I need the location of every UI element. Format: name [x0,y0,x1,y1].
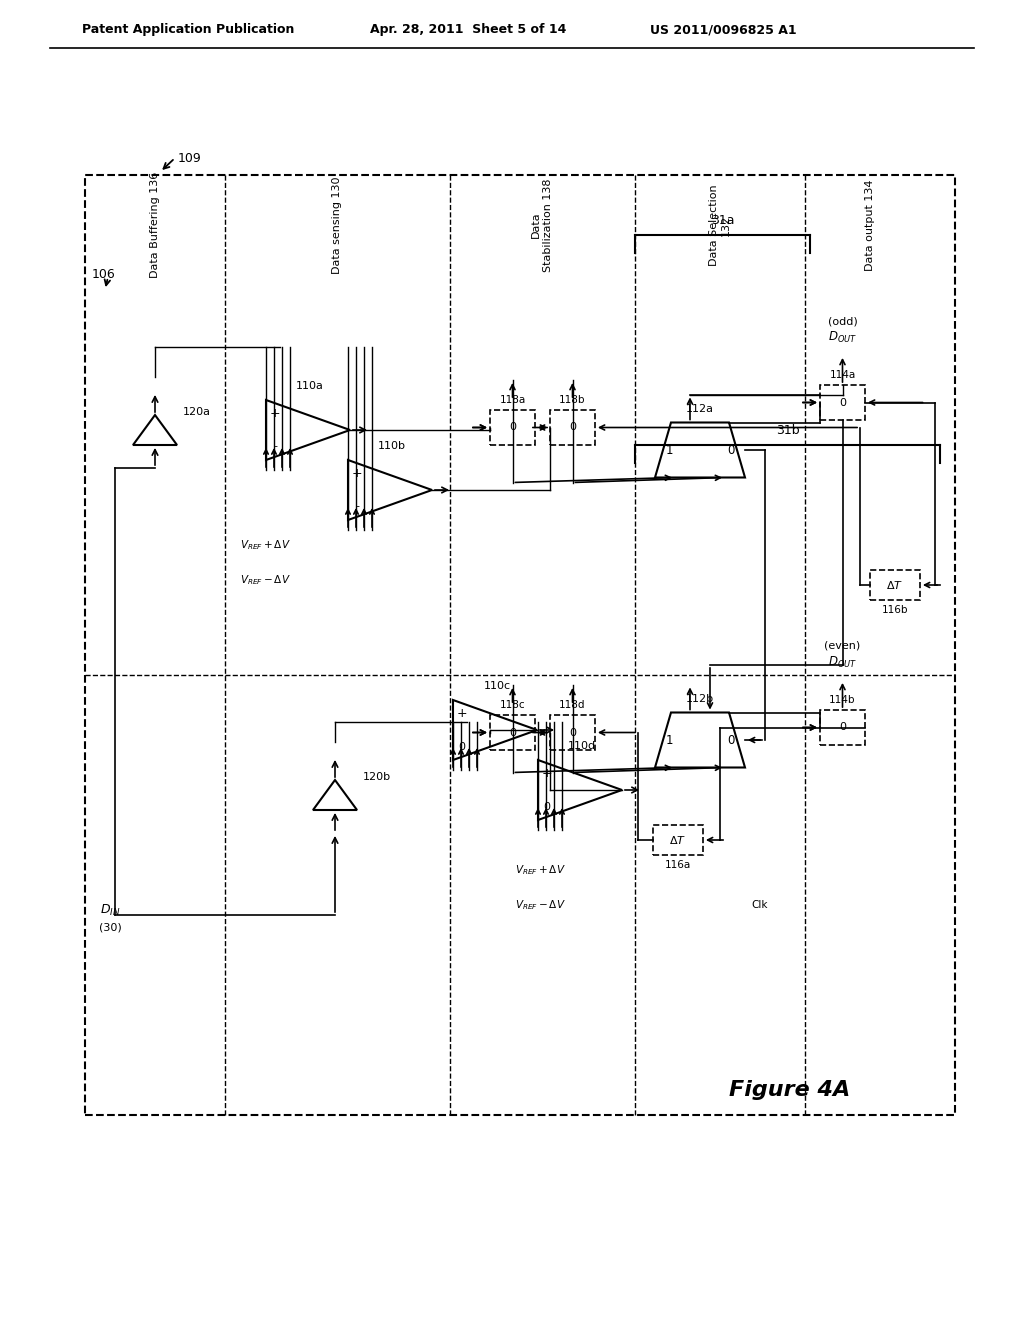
Text: 118a: 118a [500,395,525,405]
Text: Data sensing 130: Data sensing 130 [332,177,342,273]
Text: 116b: 116b [882,605,908,615]
Text: -: - [273,441,278,451]
Text: Data Selection
132: Data Selection 132 [710,185,731,265]
Text: $\Delta T$: $\Delta T$ [670,834,686,846]
Text: Data output 134: Data output 134 [865,180,874,271]
Bar [490,411,535,445]
Text: 31b: 31b [776,425,800,437]
Text: 120b: 120b [362,772,391,781]
Text: Data Buffering 136: Data Buffering 136 [150,172,160,279]
Text: $V_{REF}+\Delta V$: $V_{REF}+\Delta V$ [240,539,291,552]
Text: 112b: 112b [686,694,714,705]
Text: 0: 0 [727,734,734,747]
Bar [550,411,595,445]
Text: 0: 0 [839,722,846,733]
Text: 0: 0 [569,727,575,738]
Text: (30): (30) [98,921,122,932]
Text: -: - [355,502,359,511]
Bar [820,710,865,744]
Text: (odd): (odd) [827,315,857,326]
Text: 31a: 31a [711,214,734,227]
Text: 110c: 110c [483,681,511,690]
Text: 110b: 110b [378,441,406,451]
Text: 112a: 112a [686,404,714,414]
Bar [85,176,955,1115]
Bar [653,825,703,855]
Text: 118c: 118c [500,700,525,710]
Text: 0: 0 [727,444,734,457]
Text: 0: 0 [509,727,516,738]
Text: $\Delta T$: $\Delta T$ [887,579,903,591]
Text: 0: 0 [839,397,846,408]
Text: Clk: Clk [752,900,768,909]
Text: $V_{REF}-\Delta V$: $V_{REF}-\Delta V$ [240,573,291,587]
Text: 120a: 120a [183,407,211,417]
Text: 118d: 118d [559,700,586,710]
Text: 0: 0 [569,422,575,433]
Text: $V_{REF}-\Delta V$: $V_{REF}-\Delta V$ [515,898,565,912]
Bar [550,715,595,750]
Text: 0: 0 [544,801,551,812]
Bar [870,570,920,601]
Text: +: + [457,708,467,719]
Text: 118b: 118b [559,395,586,405]
Text: 110a: 110a [296,381,324,391]
Text: Figure 4A: Figure 4A [729,1080,851,1100]
Text: 110d: 110d [568,741,596,751]
Text: +: + [269,407,281,420]
Text: 116a: 116a [665,861,691,870]
Text: (even): (even) [824,642,860,651]
Text: $V_{REF}+\Delta V$: $V_{REF}+\Delta V$ [515,863,565,876]
Text: 0: 0 [509,422,516,433]
Bar [490,715,535,750]
Text: +: + [542,767,552,780]
Text: 0: 0 [459,742,466,751]
Text: Patent Application Publication: Patent Application Publication [82,24,294,37]
Text: Apr. 28, 2011  Sheet 5 of 14: Apr. 28, 2011 Sheet 5 of 14 [370,24,566,37]
Text: 106: 106 [92,268,116,281]
Text: 1: 1 [666,444,673,457]
Text: Data
Stabilization 138: Data Stabilization 138 [531,178,553,272]
Text: +: + [351,467,362,480]
Text: $D_{OUT}$: $D_{OUT}$ [828,330,857,345]
Text: 114b: 114b [829,696,856,705]
Text: 109: 109 [178,152,202,165]
Text: 114a: 114a [829,370,856,380]
Bar [820,385,865,420]
Text: US 2011/0096825 A1: US 2011/0096825 A1 [650,24,797,37]
Text: $D_{IN}$: $D_{IN}$ [99,903,120,917]
Text: 1: 1 [666,734,673,747]
Text: $D_{OUT}$: $D_{OUT}$ [828,655,857,669]
